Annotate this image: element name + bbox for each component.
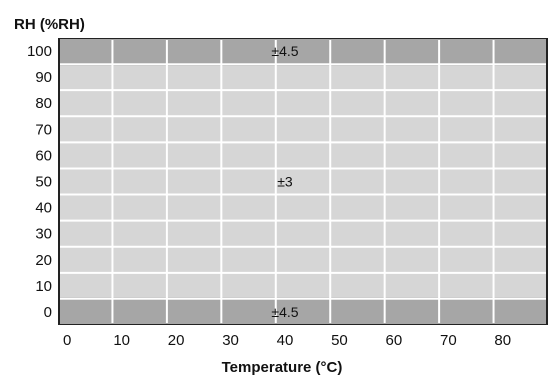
y-tick-label: 50 bbox=[35, 174, 52, 191]
y-tick-label: 100 bbox=[27, 43, 52, 60]
x-tick-labels: 0 10 20 30 40 50 60 70 80 bbox=[63, 332, 511, 349]
y-tick-label: 80 bbox=[35, 95, 52, 112]
x-tick-label: 50 bbox=[331, 332, 348, 349]
accuracy-region-0 bbox=[60, 39, 546, 64]
x-tick-label: 20 bbox=[168, 332, 185, 349]
accuracy-label: ±3 bbox=[277, 174, 293, 190]
x-tick-label: 80 bbox=[494, 332, 511, 349]
y-tick-label: 70 bbox=[35, 121, 52, 138]
x-axis-title: Temperature (°C) bbox=[222, 359, 343, 376]
accuracy-region-2 bbox=[60, 299, 546, 324]
y-tick-label: 40 bbox=[35, 200, 52, 217]
x-tick-label: 0 bbox=[63, 332, 71, 349]
x-tick-label: 10 bbox=[113, 332, 130, 349]
y-tick-label: 90 bbox=[35, 69, 52, 86]
y-tick-label: 0 bbox=[44, 304, 52, 321]
y-tick-label: 30 bbox=[35, 226, 52, 243]
accuracy-region-1 bbox=[60, 65, 546, 298]
accuracy-annotations: ±4.5 ±3 ±4.5 bbox=[271, 43, 298, 320]
x-tick-label: 40 bbox=[277, 332, 294, 349]
x-tick-label: 70 bbox=[440, 332, 457, 349]
y-tick-label: 10 bbox=[35, 278, 52, 295]
y-tick-label: 20 bbox=[35, 252, 52, 269]
y-axis-title: RH (%RH) bbox=[14, 16, 85, 33]
accuracy-label: ±4.5 bbox=[271, 304, 298, 320]
accuracy-label: ±4.5 bbox=[271, 43, 298, 59]
plot-area bbox=[58, 38, 548, 325]
x-tick-label: 60 bbox=[386, 332, 403, 349]
y-tick-label: 60 bbox=[35, 147, 52, 164]
x-tick-label: 30 bbox=[222, 332, 239, 349]
